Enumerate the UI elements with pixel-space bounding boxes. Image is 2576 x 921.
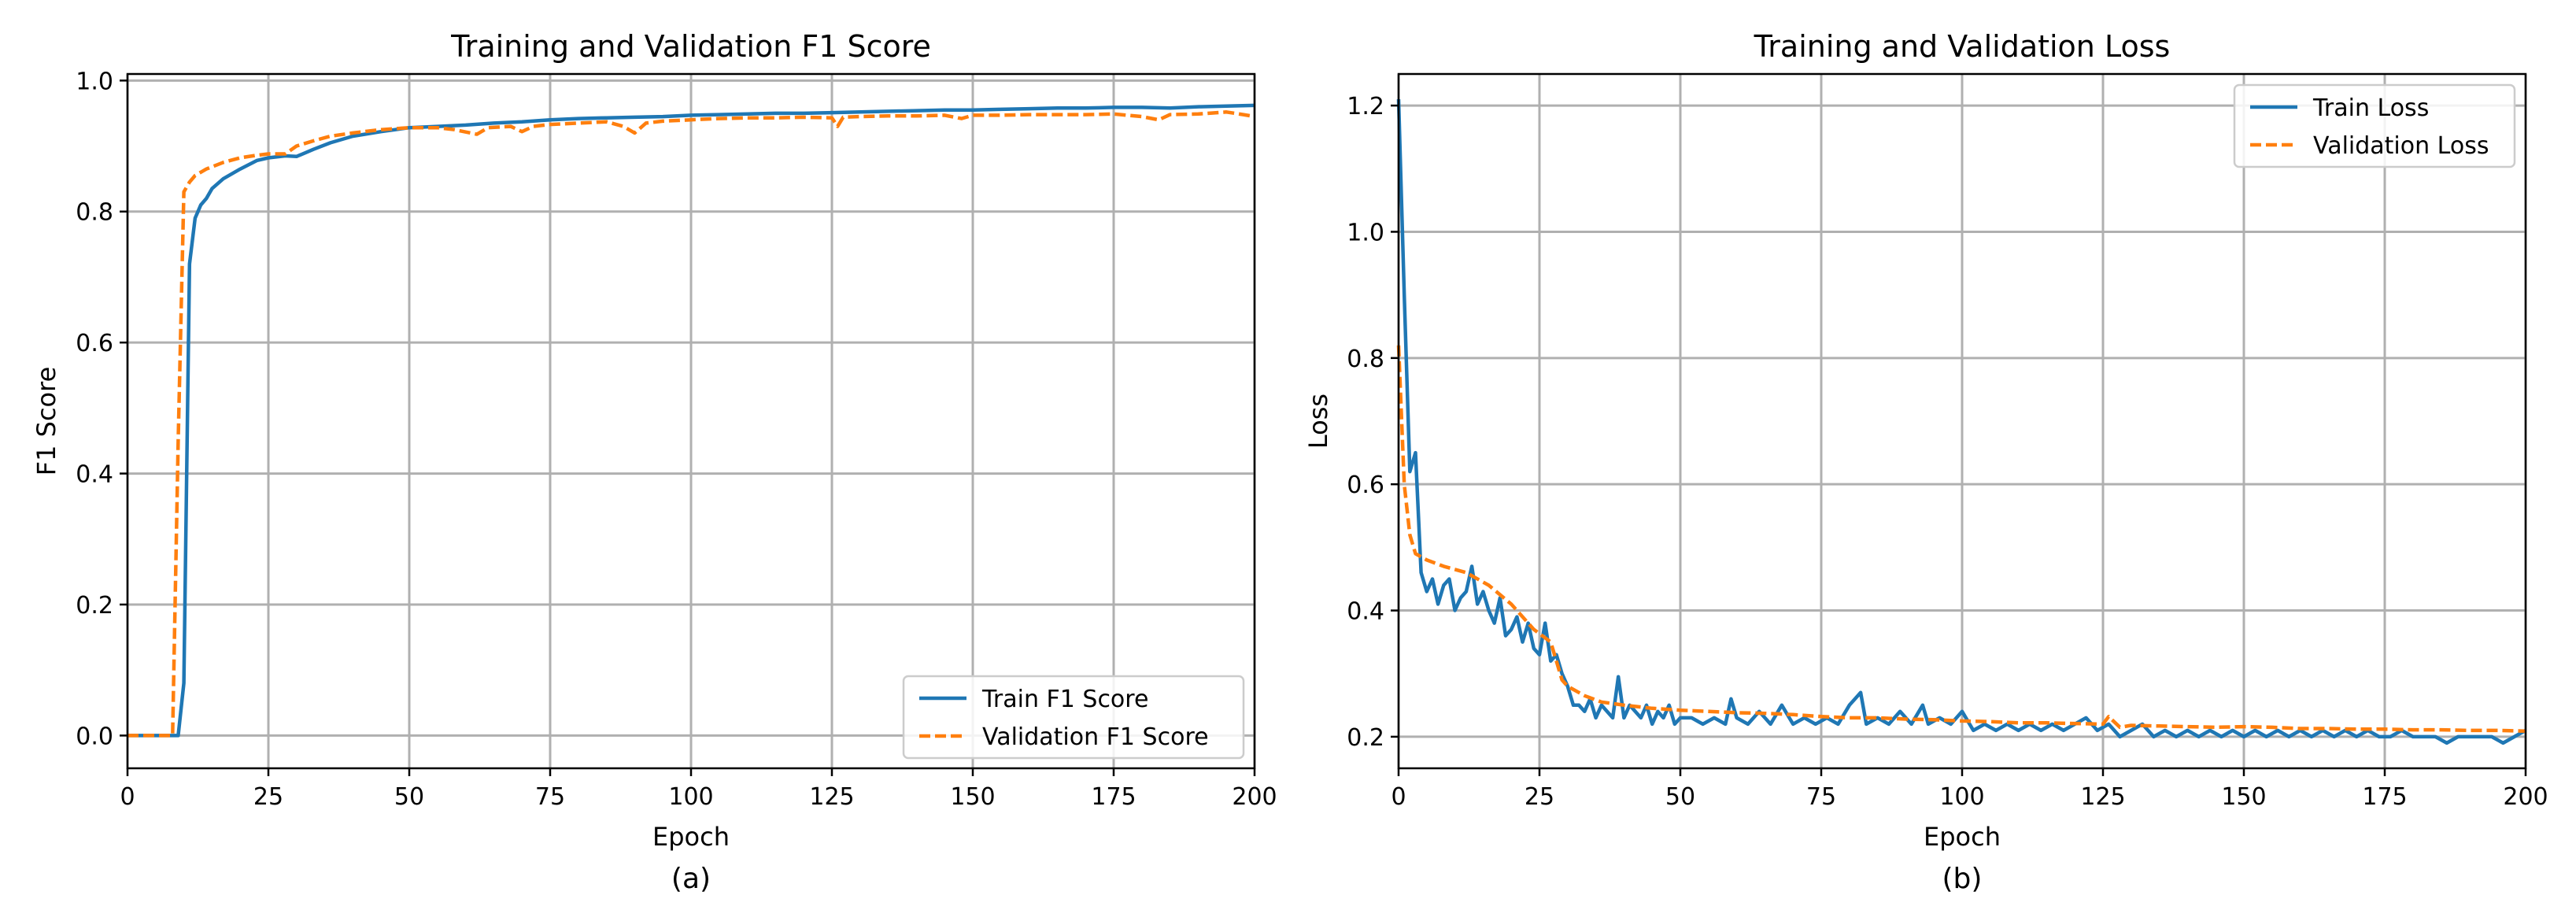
legend-label-validation: Validation F1 Score [982, 723, 1209, 751]
y-tick-label: 0.2 [76, 592, 113, 620]
series-line-validation-f1-score [128, 110, 1255, 738]
y-tick-label: 0.8 [76, 199, 113, 227]
subfigure-caption: (b) [1942, 863, 1983, 895]
y-tick-label: 1.0 [76, 68, 113, 95]
y-tick-label: 1.2 [1347, 93, 1384, 120]
x-tick-label: 0 [1391, 783, 1406, 811]
y-tick-label: 0.6 [1347, 472, 1384, 499]
chart-title: Training and Validation Loss [1754, 29, 2171, 64]
series-line-train-f1-score [128, 103, 1255, 738]
y-axis-label: F1 Score [31, 367, 61, 476]
legend-label-train: Train F1 Score [981, 686, 1148, 713]
x-tick-label: 175 [2362, 783, 2407, 811]
x-axis-label: Epoch [1924, 822, 2001, 852]
axis-ticks: 0 25 50 75 100 125 150 175 200 0.2 0.4 0.6 0.8 1.0 1.2 [1347, 93, 2548, 811]
x-tick-label: 150 [2221, 783, 2266, 811]
series-lines [1396, 99, 2527, 745]
y-axis-label: Loss [1303, 394, 1333, 449]
legend-box [2233, 83, 2516, 168]
y-tick-label: 0.2 [1347, 724, 1384, 752]
legend-label-validation: Validation Loss [2313, 132, 2489, 160]
x-tick-label: 200 [1232, 783, 1277, 811]
f1-score-chart: Training and Validation F1 Score 0 25 50 75… [31, 29, 1277, 895]
legend: Train Loss Validation Loss [2233, 83, 2516, 168]
chart-title: Training and Validation F1 Score [450, 29, 931, 64]
legend-label-train: Train Loss [2312, 94, 2429, 122]
x-tick-label: 25 [1525, 783, 1554, 811]
y-tick-label: 0.4 [1347, 598, 1384, 626]
y-tick-label: 0.8 [1347, 346, 1384, 373]
x-tick-label: 175 [1091, 783, 1136, 811]
series-line-train-loss [1396, 99, 2527, 745]
y-tick-label: 0.6 [76, 330, 113, 357]
x-tick-label: 125 [2080, 783, 2125, 811]
legend: Train F1 Score Validation F1 Score [902, 675, 1245, 760]
axis-ticks: 0 25 50 75 100 125 150 175 200 0.0 0.2 0.4 0.6 0.8 1.0 [76, 68, 1277, 811]
x-tick-label: 0 [120, 783, 135, 811]
x-tick-label: 75 [1806, 783, 1836, 811]
series-line-validation-loss [1396, 345, 2526, 733]
y-tick-label: 0.0 [76, 723, 113, 750]
y-tick-label: 0.4 [76, 461, 113, 489]
x-tick-label: 150 [950, 783, 995, 811]
x-tick-label: 100 [668, 783, 713, 811]
x-tick-label: 50 [394, 783, 424, 811]
subfigure-caption: (a) [671, 863, 711, 895]
loss-chart: Training and Validation Loss 0 25 50 75 100 1… [1303, 29, 2548, 895]
x-tick-label: 200 [2503, 783, 2548, 811]
x-tick-label: 25 [253, 783, 283, 811]
series-lines [128, 103, 1255, 738]
x-tick-label: 100 [1939, 783, 1984, 811]
legend-box [902, 675, 1245, 760]
x-tick-label: 125 [809, 783, 854, 811]
x-axis-label: Epoch [652, 822, 730, 852]
y-tick-label: 1.0 [1347, 219, 1384, 246]
x-tick-label: 50 [1665, 783, 1695, 811]
x-tick-label: 75 [535, 783, 565, 811]
